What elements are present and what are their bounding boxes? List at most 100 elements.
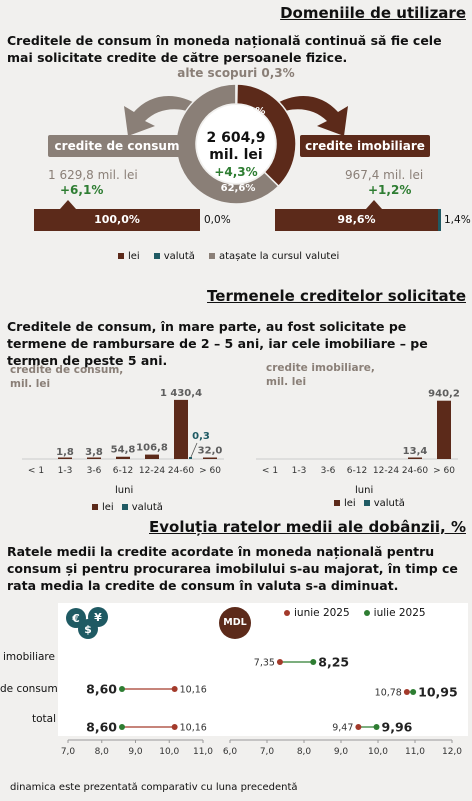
consumer-lei-bar: 100,0% <box>34 209 200 231</box>
term-tick-label: 1-3 <box>292 466 307 476</box>
term-bar <box>145 454 159 459</box>
rate-label-iunie: 10,16 <box>180 723 207 734</box>
rate-tick-label: 11,0 <box>405 747 425 757</box>
term-tick-label: 6-12 <box>347 466 367 476</box>
rate-dot-iunie <box>355 724 362 730</box>
rates-legend: iunie 2025 iulie 2025 <box>284 607 426 619</box>
usage-donut: 37,1% 62,6% <box>175 83 297 205</box>
term-tick-label: 24-60 <box>402 466 428 476</box>
rate-label-iulie: 8,25 <box>318 655 349 670</box>
usage-legend: lei valută atașate la cursul valutei <box>118 251 339 262</box>
rate-dot-iulie <box>119 686 125 692</box>
rate-tick-label: 7,0 <box>260 747 275 757</box>
rate-tick-label: 8,0 <box>95 747 110 757</box>
consumer-other-pct: 0,0% <box>204 214 231 226</box>
term-legend-left: lei valută <box>92 502 163 513</box>
rate-dot-iunie <box>171 686 178 692</box>
section-title-domenii: Domeniile de utilizare <box>280 4 466 22</box>
mortgage-credit-value: 967,4 mil. lei <box>345 168 424 182</box>
rate-tick-label: 9,0 <box>128 747 143 757</box>
row-label-total: total <box>32 713 57 725</box>
term-chart-imobiliare: < 1 1-3 3-6 6-12 12-24 13,4 24-60 940,2 > 60 <box>256 389 460 476</box>
rate-label-iulie: 9,96 <box>382 720 413 735</box>
rate-label-iunie: 7,35 <box>254 658 275 669</box>
arrow-left-icon <box>124 95 200 136</box>
rate-tick-label: 7,0 <box>61 747 76 757</box>
rate-label-iulie: 8,60 <box>86 682 117 697</box>
term-tick-label: 12-24 <box>139 466 165 476</box>
rate-tick-label: 10,0 <box>159 747 179 757</box>
rate-dot-iulie <box>410 689 417 695</box>
rate-dot-iunie <box>403 689 410 695</box>
donut-pct-consumer: 62,6% <box>221 183 256 194</box>
legend-lei: lei <box>118 251 140 262</box>
rates-chart-mdl: 6,0 7,0 8,0 9,0 10,0 11,0 12,0 7,35 8,25 10,78 10,… <box>223 655 462 758</box>
donut-center <box>197 105 275 183</box>
xlabel-luni-right: luni <box>355 485 374 496</box>
row-label-consum: de consum <box>0 683 58 695</box>
donut-pct-mortgage: 37,1% <box>231 106 266 117</box>
term-bar-label: 13,4 <box>403 446 428 457</box>
term-bar-label: 54,8 <box>111 445 136 456</box>
svg-text:€: € <box>71 612 80 625</box>
mortgage-other-pct: 1,4% <box>444 214 471 226</box>
rate-tick-label: 8,0 <box>297 747 312 757</box>
rate-label-iulie: 8,60 <box>86 720 117 735</box>
usage-donut-graphic: 37,1% 62,6% <box>124 83 348 205</box>
lead-rate: Ratele medii la credite acordate în mone… <box>7 544 458 593</box>
row-label-imobiliare: imobiliare <box>3 651 55 663</box>
mdl-badge: MDL <box>219 607 251 639</box>
rate-dot-iunie <box>276 659 283 665</box>
term-bar <box>87 457 101 459</box>
rate-label-iunie: 10,16 <box>180 685 207 696</box>
valuta-leader <box>190 442 198 458</box>
term-bar <box>58 457 72 459</box>
term-bar-label: 32,0 <box>198 446 223 457</box>
rate-dot-iunie <box>171 724 178 730</box>
term-bar-label: 1,8 <box>56 447 74 458</box>
term-bar <box>116 456 130 459</box>
term-bar-label: 106,8 <box>136 443 168 454</box>
imob-chart-title: credite imobiliare, mil. lei <box>266 362 375 388</box>
rate-tick-label: 10,0 <box>368 747 388 757</box>
total-unit: mil. lei <box>209 147 263 163</box>
term-bar-label: 940,2 <box>428 389 460 400</box>
consum-chart-title: credite de consum, mil. lei <box>10 364 124 390</box>
term-valuta-label: 0,3 <box>192 431 210 442</box>
rate-label-iunie: 10,78 <box>375 688 402 699</box>
term-legend-right: lei valută <box>334 498 405 509</box>
rate-tick-label: 12,0 <box>442 747 462 757</box>
arrow-right-icon <box>272 95 348 136</box>
legend-valuta: valută <box>153 251 195 262</box>
term-tick-label: > 60 <box>433 466 455 476</box>
mortgage-lei-bar: 98,6% <box>275 209 438 231</box>
rate-tick-label: 11,0 <box>193 747 213 757</box>
donut-slice <box>235 83 297 188</box>
footnote: dinamica este prezentată comparativ cu l… <box>10 782 298 793</box>
rates-chart-valuta: 7,0 8,0 9,0 10,0 11,0 10,16 8,60 10,16 8,60 <box>61 682 213 758</box>
svg-text:¥: ¥ <box>94 611 102 624</box>
other-purposes-label: alte scopuri 0,3% <box>177 66 295 80</box>
term-tick-label: 12-24 <box>373 466 399 476</box>
consumer-credit-label-box: credite de consum <box>48 135 186 157</box>
rate-dot-iulie <box>119 724 125 730</box>
term-bar <box>203 457 217 459</box>
bar-pointers <box>60 200 382 209</box>
term-chart-consum: < 1 1,8 1-3 3,8 3-6 54,8 6-12 106,8 12-24 1 430,4… <box>22 388 224 476</box>
xlabel-luni-left: luni <box>115 485 134 496</box>
lead-termene: Creditele de consum, în mare parte, au f… <box>7 319 428 368</box>
term-bar <box>174 399 188 459</box>
consumer-credit-value: 1 629,8 mil. lei <box>48 168 138 182</box>
term-bar-valuta <box>189 457 192 459</box>
total-value: 2 604,9 <box>206 130 266 146</box>
section-title-termene: Termenele creditelor solicitate <box>207 287 466 305</box>
legend-atasate: atașate la cursul valutei <box>208 251 339 262</box>
term-tick-label: 3-6 <box>87 466 102 476</box>
rates-panel <box>58 603 468 736</box>
term-tick-label: 3-6 <box>321 466 336 476</box>
mortgage-credit-label-box: credite imobiliare <box>300 135 430 157</box>
rate-dot-iulie <box>373 724 380 730</box>
rate-tick-label: 6,0 <box>223 747 238 757</box>
term-tick-label: 6-12 <box>113 466 133 476</box>
donut-slice <box>175 83 280 205</box>
